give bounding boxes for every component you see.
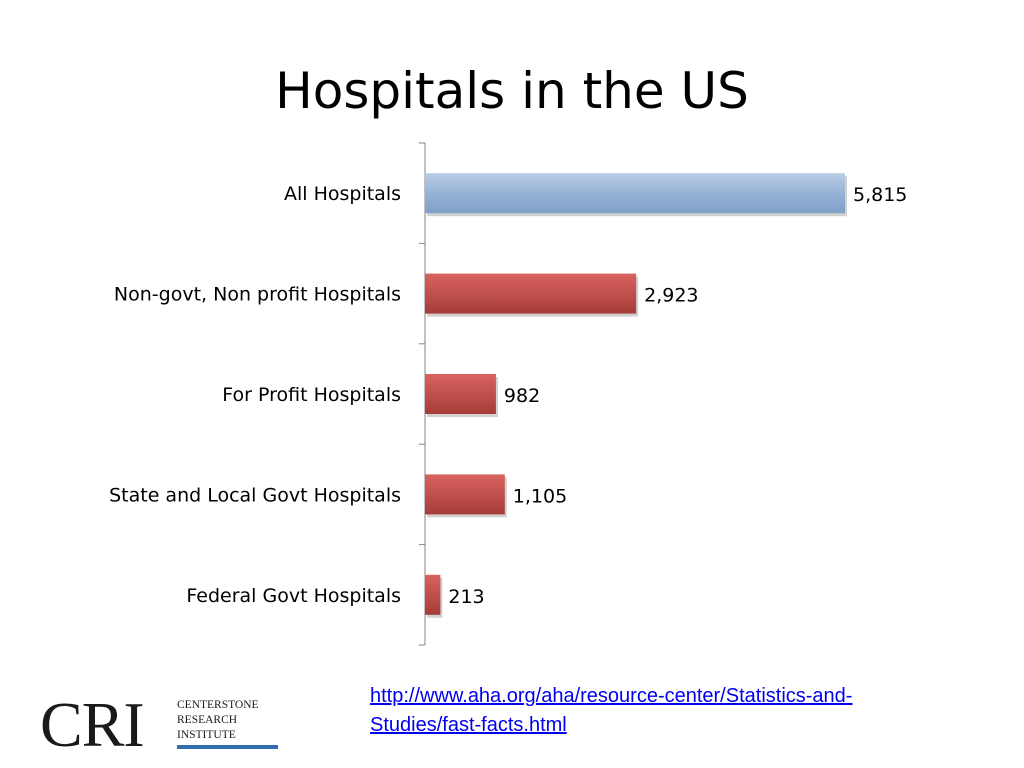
logo-text: CENTERSTONE RESEARCH INSTITUTE [177,698,277,743]
bar [425,374,496,414]
bar [425,173,845,214]
value-label: 5,815 [853,184,907,206]
logo-accent-bar [177,745,278,749]
source-link[interactable]: http://www.aha.org/aha/resource-center/S… [370,685,853,736]
category-label: For Profit Hospitals [222,384,401,406]
slide-title: Hospitals in the US [275,62,749,120]
logo-mark: CRI [40,689,145,760]
logo-line-3: INSTITUTE [177,729,236,741]
value-label: 213 [448,586,484,608]
value-label: 982 [504,385,540,407]
value-label: 2,923 [644,285,698,307]
logo-line-2: RESEARCH [177,714,238,726]
logo-line-1: CENTERSTONE [177,699,259,711]
category-label: Non-govt, Non profit Hospitals [114,284,401,306]
category-label: Federal Govt Hospitals [186,585,401,607]
category-label: State and Local Govt Hospitals [109,484,401,506]
bar [425,574,441,615]
category-label: All Hospitals [284,183,401,205]
bar [425,273,637,314]
cri-logo: CRI CENTERSTONE RESEARCH INSTITUTE [40,689,280,760]
bar [425,474,505,515]
value-label: 1,105 [513,485,567,507]
